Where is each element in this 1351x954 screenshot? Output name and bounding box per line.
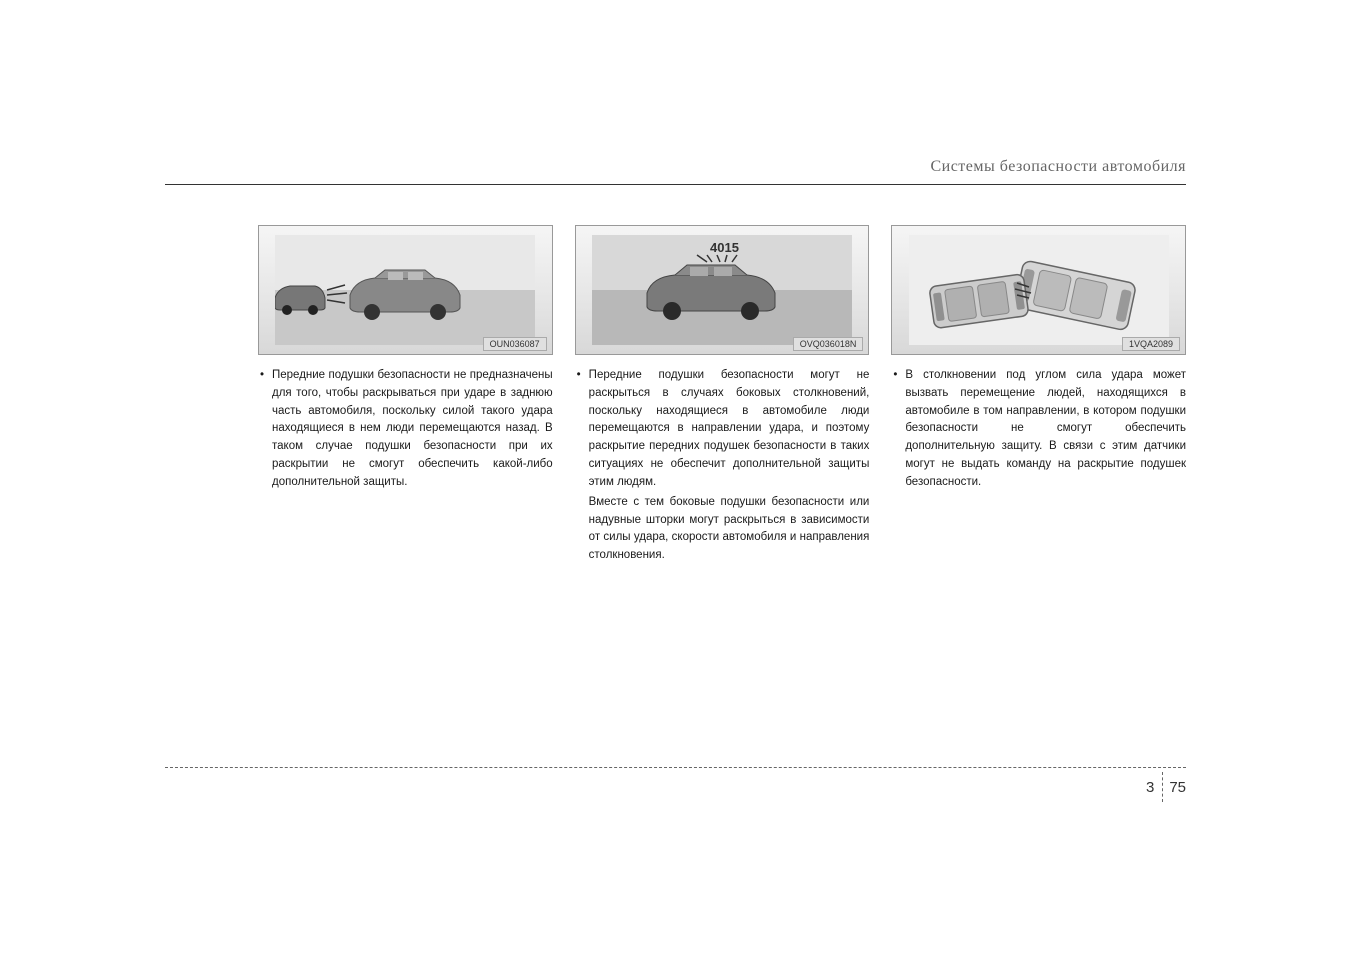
illustration-label-1: OUN036087 — [483, 337, 547, 351]
illustration-label-2: OVQ036018N — [793, 337, 864, 351]
column-2: 4015 OVQ036018N Передние подушки безопас… — [575, 225, 870, 565]
content-area: OUN036087 Передние подушки безопасности … — [258, 225, 1186, 565]
page-number: 3 75 — [1146, 772, 1186, 802]
column-3: 1VQA2089 В столкновении под углом сила у… — [891, 225, 1186, 565]
column-3-text: В столкновении под углом сила удара може… — [891, 367, 1186, 492]
illustration-side-collision: 4015 OVQ036018N — [575, 225, 870, 355]
illustration-label-3: 1VQA2089 — [1122, 337, 1180, 351]
illustration-rear-collision: OUN036087 — [258, 225, 553, 355]
illustration-angle-collision: 1VQA2089 — [891, 225, 1186, 355]
column-2-text: Передние подушки безопасности могут не р… — [575, 367, 870, 492]
page-divider — [1162, 772, 1163, 802]
page-number-value: 75 — [1165, 779, 1186, 796]
column-2-continuation: Вместе с тем боковые подушки безопасност… — [575, 494, 870, 565]
svg-text:4015: 4015 — [710, 240, 739, 255]
rear-collision-diagram — [275, 235, 535, 345]
header-area: Системы безопасности автомобиля — [165, 158, 1186, 185]
header-title: Системы безопасности автомобиля — [165, 158, 1186, 176]
page-footer: 3 75 — [165, 767, 1186, 802]
chapter-number: 3 — [1146, 779, 1160, 796]
column-1: OUN036087 Передние подушки безопасности … — [258, 225, 553, 565]
page-container: Системы безопасности автомобиля — [0, 0, 1351, 954]
side-collision-diagram: 4015 — [592, 235, 852, 345]
angle-collision-diagram — [909, 235, 1169, 345]
column-1-text: Передние подушки безопасности не предназ… — [258, 367, 553, 492]
